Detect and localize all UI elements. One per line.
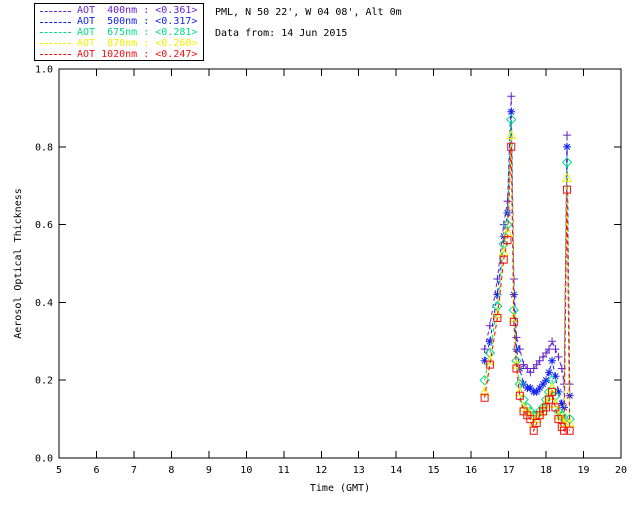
y-axis-title: Aerosol Optical Thickness: [13, 188, 24, 339]
x-tick-label: 20: [615, 465, 627, 476]
data-date-text: Data from: 14 Jun 2015: [215, 28, 348, 39]
y-tick-label: 0.2: [35, 376, 53, 387]
x-tick-label: 14: [390, 465, 402, 476]
series-markers-aot-870nm: [479, 129, 575, 427]
x-tick-label: 12: [315, 465, 327, 476]
x-tick-label: 13: [353, 465, 365, 476]
series-markers-aot-1020nm: [480, 142, 574, 435]
legend-label-870nm: AOT 870nm : <0.260>: [77, 37, 198, 49]
legend-entry-675nm: AOT 675nm : <0.281>: [40, 26, 203, 39]
x-tick-label: 8: [168, 465, 174, 476]
x-tick-label: 11: [278, 465, 290, 476]
legend-entry-1020nm: AOT 1020nm : <0.247>: [40, 49, 203, 60]
y-tick-label: 0.4: [35, 298, 53, 309]
series-markers-aot-675nm: [479, 114, 575, 425]
x-tick-label: 19: [578, 465, 590, 476]
series-line-aot-500nm: [484, 111, 571, 410]
x-tick-label: 16: [465, 465, 477, 476]
x-tick-label: 10: [240, 465, 252, 476]
x-tick-label: 17: [503, 465, 515, 476]
legend-entry-870nm: AOT 870nm : <0.260>: [40, 38, 203, 49]
legend-entry-400nm: AOT 400nm : <0.361>: [40, 6, 203, 17]
series-line-aot-400nm: [484, 96, 571, 385]
station-location-text: PML, N 50 22', W 04 08', Alt 0m: [215, 7, 402, 18]
legend-label-675nm: AOT 675nm : <0.281>: [77, 26, 198, 38]
x-tick-label: 18: [540, 465, 552, 476]
y-tick-label: 1.0: [35, 65, 53, 76]
legend-line-sample-1020nm: [40, 54, 71, 56]
legend-box: AOT 400nm : <0.361> AOT 500nm : <0.317> …: [34, 3, 204, 61]
y-tick-label: 0.8: [35, 142, 53, 153]
x-tick-label: 7: [131, 465, 137, 476]
legend-line-sample-675nm: [40, 32, 71, 34]
x-tick-label: 15: [428, 465, 440, 476]
y-tick-label: 0.0: [35, 454, 53, 465]
x-tick-label: 5: [56, 465, 62, 476]
station-header: PML, N 50 22', W 04 08', Alt 0m Data fro…: [215, 6, 402, 40]
plot-frame: [58, 68, 622, 459]
x-tick-label: 9: [206, 465, 212, 476]
legend-label-400nm: AOT 400nm : <0.361>: [77, 5, 198, 17]
legend-label-500nm: AOT 500nm : <0.317>: [77, 16, 198, 28]
x-tick-label: 6: [93, 465, 99, 476]
y-tick-label: 0.6: [35, 220, 53, 231]
x-axis-title: Time (GMT): [310, 483, 370, 494]
legend-label-1020nm: AOT 1020nm : <0.247>: [77, 48, 198, 60]
series-markers-aot-400nm: [480, 92, 574, 389]
legend-line-sample-870nm: [40, 43, 71, 45]
series-line-aot-1020nm: [484, 146, 571, 433]
legend-line-sample-400nm: [40, 10, 71, 12]
legend-entry-500nm: AOT 500nm : <0.317>: [40, 17, 203, 28]
legend-line-sample-500nm: [40, 21, 71, 23]
